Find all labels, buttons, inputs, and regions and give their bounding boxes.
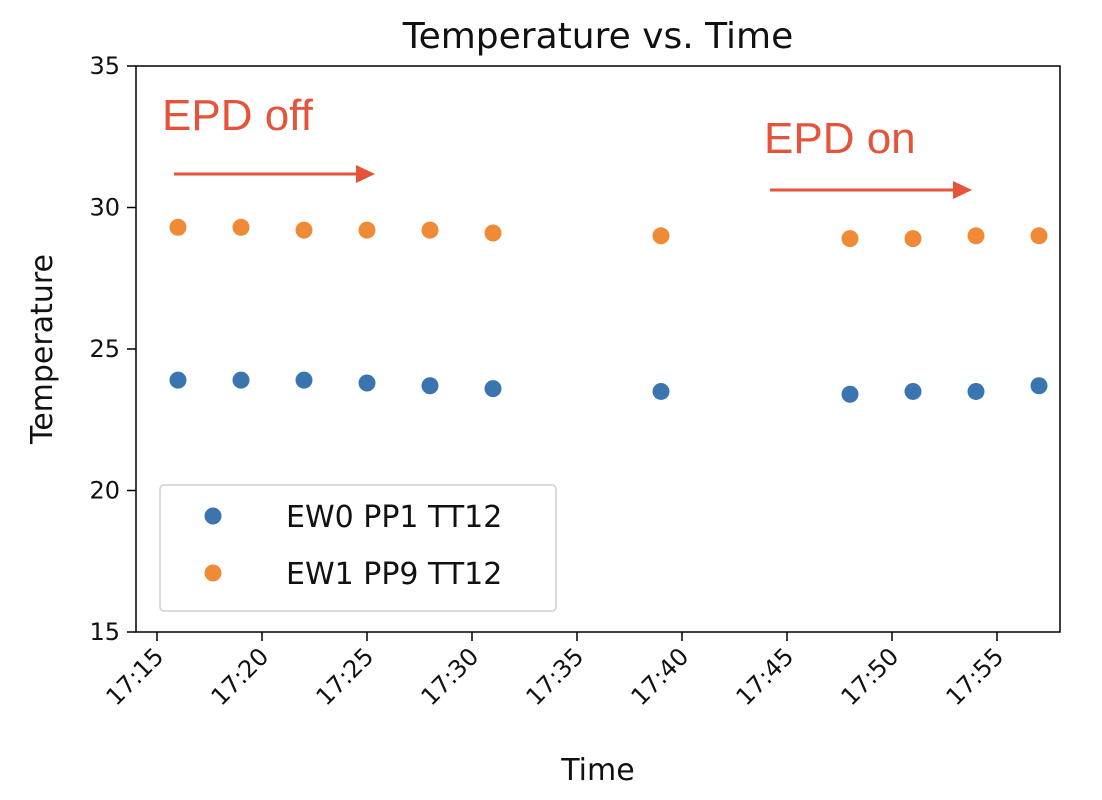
point-ew1-pp9-tt12-17-39 xyxy=(652,227,670,245)
x-tick-label-17-45: 17:45 xyxy=(731,642,800,711)
point-ew0-pp1-tt12-17-16 xyxy=(169,371,187,389)
x-tick-label-17-30: 17:30 xyxy=(416,642,485,711)
point-ew0-pp1-tt12-17-25 xyxy=(358,374,376,392)
point-ew1-pp9-tt12-17-25 xyxy=(358,221,376,239)
y-axis-ticks: 15 20 25 30 35 xyxy=(89,52,136,646)
x-tick-label-17-35: 17:35 xyxy=(521,642,590,711)
point-ew0-pp1-tt12-17-54 xyxy=(967,382,985,400)
y-axis-label: Temperature xyxy=(25,254,60,445)
annotation-epd-on-arrowhead xyxy=(953,181,972,199)
point-ew1-pp9-tt12-17-57 xyxy=(1030,227,1048,245)
y-tick-label-20: 20 xyxy=(89,477,120,505)
legend: EW0 PP1 TT12 EW1 PP9 TT12 xyxy=(159,484,557,612)
y-tick-label-30: 30 xyxy=(89,194,120,222)
chart-title: Temperature vs. Time xyxy=(402,16,794,57)
point-ew0-pp1-tt12-17-22 xyxy=(295,371,313,389)
point-ew0-pp1-tt12-17-57 xyxy=(1030,377,1048,395)
legend-box xyxy=(159,484,557,612)
point-ew1-pp9-tt12-17-22 xyxy=(295,221,313,239)
point-ew1-pp9-tt12-17-54 xyxy=(967,227,985,245)
y-tick-label-35: 35 xyxy=(89,52,120,80)
point-ew0-pp1-tt12-17-51 xyxy=(904,382,922,400)
x-tick-label-17-15: 17:15 xyxy=(101,642,170,711)
point-ew1-pp9-tt12-17-48 xyxy=(841,230,859,248)
legend-marker-ew1 xyxy=(204,564,222,582)
y-tick-label-25: 25 xyxy=(89,335,120,363)
x-tick-label-17-25: 17:25 xyxy=(311,642,380,711)
annotation-epd-on: EPD on xyxy=(764,114,972,199)
point-ew0-pp1-tt12-17-19 xyxy=(232,371,250,389)
data-points xyxy=(169,218,1048,403)
point-ew0-pp1-tt12-17-48 xyxy=(841,385,859,403)
y-tick-label-15: 15 xyxy=(89,618,120,646)
point-ew1-pp9-tt12-17-28 xyxy=(421,221,439,239)
point-ew0-pp1-tt12-17-31 xyxy=(484,380,502,398)
legend-label-ew1: EW1 PP9 TT12 xyxy=(286,557,502,592)
x-tick-label-17-55: 17:55 xyxy=(941,642,1010,711)
annotation-epd-off-arrowhead xyxy=(356,165,375,183)
x-tick-label-17-20: 17:20 xyxy=(206,642,275,711)
point-ew1-pp9-tt12-17-16 xyxy=(169,218,187,236)
point-ew1-pp9-tt12-17-31 xyxy=(484,224,502,242)
annotation-epd-off: EPD off xyxy=(162,91,375,183)
x-tick-label-17-50: 17:50 xyxy=(836,642,905,711)
point-ew0-pp1-tt12-17-28 xyxy=(421,377,439,395)
x-tick-label-17-40: 17:40 xyxy=(626,642,695,711)
annotation-epd-on-text: EPD on xyxy=(764,114,916,163)
x-axis-ticks: 17:15 17:20 17:25 17:30 17:35 17:40 17:45 17:50… xyxy=(101,632,1010,711)
point-ew0-pp1-tt12-17-39 xyxy=(652,382,670,400)
annotation-epd-off-text: EPD off xyxy=(162,91,314,140)
legend-marker-ew0 xyxy=(204,507,222,525)
legend-label-ew0: EW0 PP1 TT12 xyxy=(286,500,502,535)
x-axis-label: Time xyxy=(560,753,634,788)
point-ew1-pp9-tt12-17-51 xyxy=(904,230,922,248)
point-ew1-pp9-tt12-17-19 xyxy=(232,218,250,236)
